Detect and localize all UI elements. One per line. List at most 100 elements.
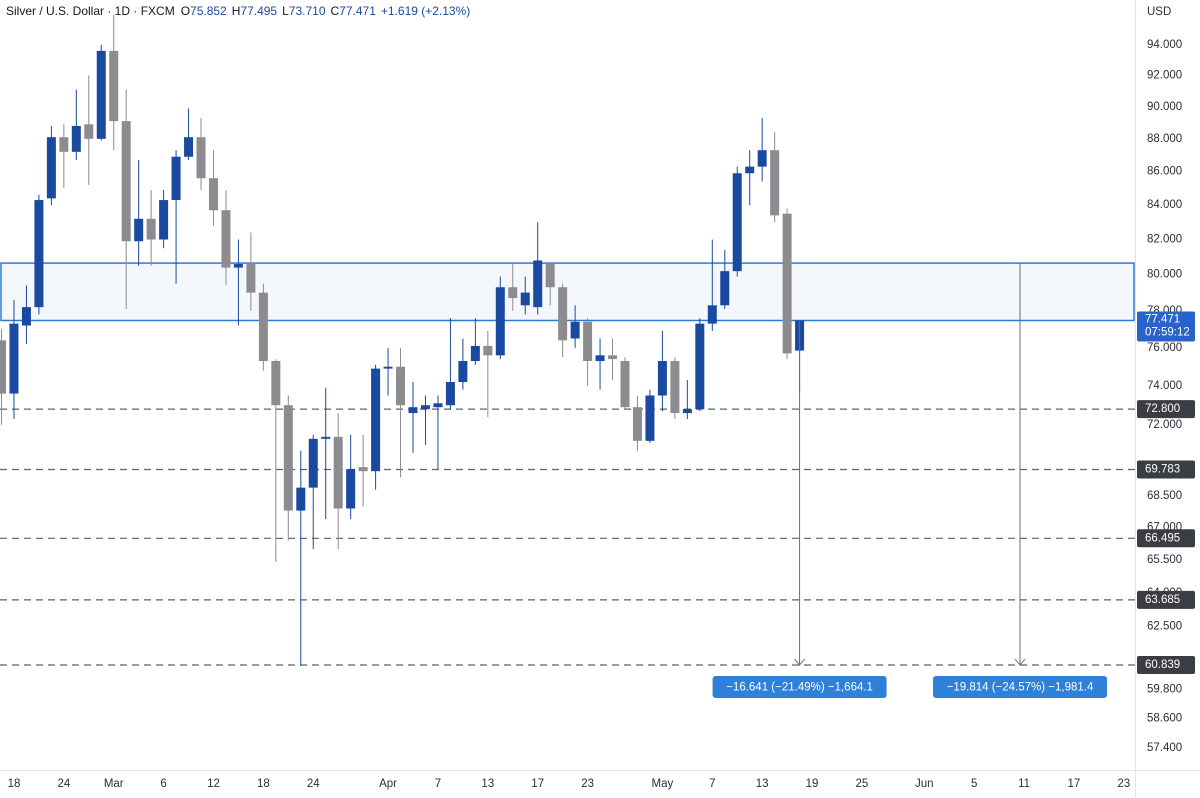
y-tick-label: 82.000 bbox=[1147, 234, 1182, 246]
x-tick-label: 13 bbox=[756, 778, 769, 790]
candle-body bbox=[146, 218, 156, 240]
candle-body bbox=[632, 407, 642, 441]
change: +1.619 (+2.13%) bbox=[381, 4, 470, 18]
candle-body bbox=[470, 345, 480, 362]
x-tick-label: 7 bbox=[709, 778, 715, 790]
y-tick-label: 84.000 bbox=[1147, 199, 1182, 211]
candle-body bbox=[495, 287, 505, 356]
currency: USD bbox=[1147, 6, 1171, 18]
measure-arrowhead bbox=[794, 658, 805, 666]
x-tick-label: 24 bbox=[307, 778, 320, 790]
x-tick-label: 18 bbox=[257, 778, 270, 790]
candle-body bbox=[645, 395, 655, 441]
x-tick-label: 11 bbox=[1018, 778, 1030, 790]
candle-body bbox=[71, 125, 81, 152]
candle-body bbox=[84, 124, 94, 139]
symbol: Silver / U.S. Dollar · 1D · FXCM bbox=[6, 4, 175, 18]
last-price-label: 77.471 bbox=[1145, 314, 1180, 326]
candle-body bbox=[184, 137, 194, 157]
y-tick-label: 59.800 bbox=[1147, 684, 1182, 696]
candle-body bbox=[782, 213, 792, 354]
x-tick-label: 23 bbox=[1117, 778, 1130, 790]
measure-arrowhead bbox=[1014, 658, 1026, 666]
candle-body bbox=[420, 405, 430, 410]
candle-body bbox=[34, 200, 44, 308]
candle-body bbox=[620, 361, 630, 408]
measure-label: −19.814 (−24.57%) −1,981.4 bbox=[947, 682, 1094, 694]
x-tick-label: 24 bbox=[57, 778, 70, 790]
candle-body bbox=[308, 438, 318, 488]
candle-body bbox=[171, 156, 181, 201]
candle-body bbox=[346, 469, 356, 509]
ohlc-key: H bbox=[232, 4, 241, 18]
candle-body bbox=[558, 287, 568, 341]
candle-body bbox=[333, 436, 343, 509]
y-tick-label: 90.000 bbox=[1147, 101, 1182, 113]
candle-body bbox=[109, 50, 119, 122]
candle-body bbox=[745, 166, 755, 174]
candle-body bbox=[321, 436, 331, 439]
candle-body bbox=[271, 361, 281, 406]
level-label: 63.685 bbox=[1145, 594, 1180, 606]
candle-body bbox=[296, 487, 306, 511]
candle-body bbox=[358, 467, 368, 472]
candle-body bbox=[221, 210, 231, 268]
x-tick-label: 18 bbox=[8, 778, 21, 790]
measure-label: −16.641 (−21.49%) −1,664.1 bbox=[726, 682, 873, 694]
x-tick-label: Apr bbox=[379, 778, 397, 790]
x-tick-label: 25 bbox=[856, 778, 869, 790]
ohlc-key: O bbox=[181, 4, 190, 18]
candle-body bbox=[233, 264, 243, 268]
candle-body bbox=[657, 361, 667, 396]
ohlc-value: 75.852 bbox=[190, 4, 227, 18]
candle-body bbox=[283, 405, 293, 511]
candle-body bbox=[508, 287, 518, 299]
x-tick-label: May bbox=[652, 778, 674, 790]
candle-body bbox=[682, 409, 692, 414]
y-tick-label: 74.000 bbox=[1147, 380, 1182, 392]
candle-body bbox=[433, 403, 443, 408]
candle-body bbox=[396, 366, 406, 406]
candle-body bbox=[196, 137, 206, 179]
x-tick-label: 13 bbox=[481, 778, 494, 790]
level-label-box bbox=[1137, 460, 1195, 479]
ohlc-value: 77.471 bbox=[339, 4, 376, 18]
candle-body bbox=[695, 323, 705, 410]
candle-body bbox=[520, 292, 530, 306]
candle-body bbox=[458, 361, 468, 382]
x-tick-label: Mar bbox=[104, 778, 124, 790]
level-label: 72.800 bbox=[1145, 403, 1180, 415]
candle-body bbox=[59, 137, 69, 152]
candle-body bbox=[9, 323, 19, 394]
candle-body bbox=[595, 355, 605, 362]
candle-body bbox=[246, 264, 256, 293]
level-label-box bbox=[1137, 529, 1195, 548]
level-label: 69.783 bbox=[1145, 464, 1180, 476]
y-tick-label: 65.500 bbox=[1147, 554, 1182, 566]
x-tick-label: 7 bbox=[435, 778, 441, 790]
candle-body bbox=[445, 381, 455, 406]
y-tick-label: 68.500 bbox=[1147, 490, 1182, 502]
y-tick-label: 86.000 bbox=[1147, 166, 1182, 178]
y-tick-label: 76.000 bbox=[1147, 342, 1182, 354]
y-tick-label: 88.000 bbox=[1147, 133, 1182, 145]
level-label-box bbox=[1137, 400, 1195, 419]
x-tick-label: 5 bbox=[971, 778, 977, 790]
y-tick-label: 94.000 bbox=[1147, 39, 1182, 51]
candle-body bbox=[570, 321, 580, 339]
level-label-box bbox=[1137, 590, 1195, 609]
candle-body bbox=[732, 173, 742, 272]
candle-body bbox=[121, 121, 131, 242]
x-tick-label: 23 bbox=[581, 778, 594, 790]
y-tick-label: 92.000 bbox=[1147, 69, 1182, 81]
ohlc-value: 77.495 bbox=[240, 4, 277, 18]
ohlc-key: C bbox=[331, 4, 340, 18]
last-price-box bbox=[1137, 311, 1195, 342]
candle-body bbox=[208, 178, 218, 211]
x-tick-label: 19 bbox=[806, 778, 819, 790]
candle-body bbox=[46, 137, 56, 199]
y-tick-label: 58.600 bbox=[1147, 713, 1182, 725]
candle-body bbox=[608, 355, 618, 360]
candle-body bbox=[96, 50, 106, 139]
